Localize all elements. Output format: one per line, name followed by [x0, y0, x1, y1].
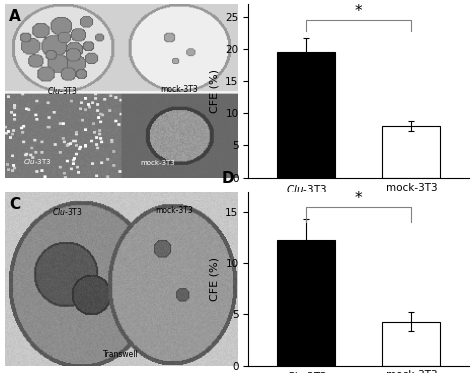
Bar: [383, 126, 440, 178]
Text: A: A: [9, 9, 21, 24]
Text: mock-3T3: mock-3T3: [141, 160, 175, 166]
Text: mock-3T3: mock-3T3: [160, 85, 198, 94]
Bar: [277, 52, 335, 178]
Bar: [277, 240, 335, 366]
Text: *: *: [355, 191, 363, 206]
Text: $\it{Clu}$-3T3: $\it{Clu}$-3T3: [52, 206, 83, 216]
Text: C: C: [9, 197, 20, 212]
Y-axis label: CFE (%): CFE (%): [210, 69, 219, 113]
Text: D: D: [222, 171, 234, 186]
Text: $\it{Clu}$-3T3: $\it{Clu}$-3T3: [23, 157, 52, 166]
Text: *: *: [355, 4, 363, 19]
Text: mock-3T3: mock-3T3: [155, 206, 193, 214]
Text: Transwell: Transwell: [103, 350, 139, 358]
Y-axis label: CFE (%): CFE (%): [210, 257, 219, 301]
Text: $\it{Clu}$-3T3: $\it{Clu}$-3T3: [47, 85, 78, 97]
Bar: [383, 322, 440, 366]
